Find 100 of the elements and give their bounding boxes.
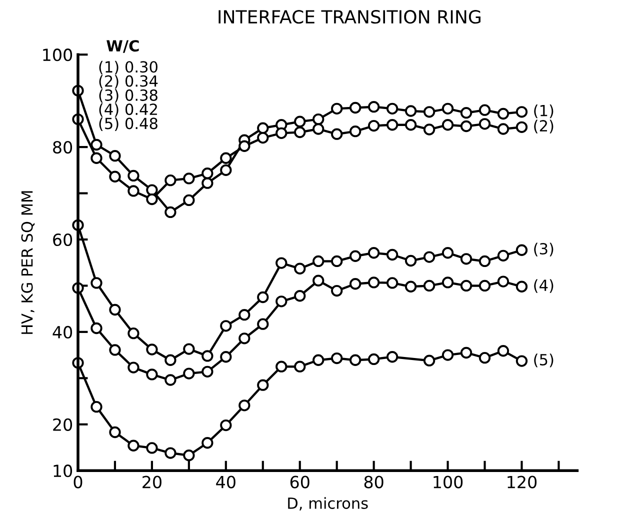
- point: [460, 107, 472, 119]
- annotation: (3) 0.38: [99, 89, 158, 103]
- point: [220, 152, 232, 164]
- point: [423, 124, 436, 136]
- series-label: (1): [534, 104, 554, 118]
- point: [257, 379, 269, 391]
- point: [368, 247, 380, 259]
- point: [294, 290, 306, 302]
- point: [460, 253, 472, 265]
- point: [478, 352, 491, 364]
- point: [164, 374, 176, 386]
- point: [442, 349, 454, 361]
- point: [109, 426, 121, 438]
- point: [386, 248, 398, 261]
- point: [164, 447, 176, 459]
- point: [478, 255, 491, 268]
- point: [183, 194, 195, 206]
- point: [128, 170, 140, 182]
- point: [460, 280, 472, 292]
- point: [460, 120, 472, 132]
- point: [331, 352, 343, 364]
- point: [90, 152, 102, 164]
- point: [312, 255, 324, 268]
- point: [442, 119, 454, 131]
- point: [238, 308, 250, 321]
- point: [202, 366, 214, 378]
- point: [349, 102, 362, 114]
- point: [183, 343, 195, 355]
- point: [442, 247, 454, 259]
- point: [202, 437, 214, 449]
- point: [331, 128, 343, 140]
- point: [202, 177, 214, 189]
- point: [257, 132, 269, 144]
- x-axis-title: D, microns: [288, 497, 368, 511]
- point: [146, 442, 158, 454]
- y-tick-label: 20: [53, 418, 72, 431]
- point: [368, 100, 380, 113]
- point: [202, 168, 214, 180]
- point: [202, 350, 214, 362]
- point: [516, 106, 528, 118]
- point: [423, 354, 436, 366]
- point: [90, 322, 102, 334]
- point: [349, 125, 362, 138]
- point: [164, 206, 176, 218]
- point: [90, 277, 102, 289]
- point: [312, 274, 324, 286]
- annotation: (2) 0.34: [99, 75, 158, 89]
- point: [128, 327, 140, 340]
- point: [220, 351, 232, 363]
- x-tick-label: 100: [434, 476, 463, 488]
- point: [276, 257, 288, 269]
- point: [349, 278, 362, 290]
- x-tick-label: 40: [216, 476, 236, 488]
- point: [220, 320, 232, 332]
- point: [294, 116, 306, 128]
- point: [276, 360, 288, 372]
- point: [404, 280, 417, 292]
- x-tick-label: 120: [508, 476, 537, 488]
- point: [164, 174, 176, 186]
- point: [516, 244, 528, 256]
- point: [220, 419, 232, 432]
- point: [90, 138, 102, 151]
- point: [331, 102, 343, 115]
- point: [109, 344, 121, 356]
- point: [386, 351, 398, 363]
- point: [423, 280, 436, 292]
- point: [349, 250, 362, 262]
- point: [294, 360, 306, 372]
- point: [257, 318, 269, 330]
- series-label: (4): [534, 279, 554, 293]
- point: [404, 119, 417, 131]
- point: [128, 362, 140, 374]
- point: [497, 108, 510, 120]
- point: [90, 400, 102, 413]
- point: [128, 440, 140, 452]
- annotation: (5) 0.48: [99, 117, 158, 132]
- point: [238, 400, 250, 412]
- series-label: (2): [534, 120, 554, 134]
- point: [257, 291, 269, 304]
- point: [368, 353, 380, 366]
- point: [257, 122, 269, 134]
- point: [442, 102, 454, 115]
- point: [183, 450, 195, 462]
- point: [146, 368, 158, 380]
- point: [109, 150, 121, 162]
- point: [386, 102, 398, 115]
- annotation: (4) 0.42: [99, 103, 157, 117]
- point: [404, 254, 417, 267]
- point: [312, 113, 324, 126]
- point: [404, 105, 417, 117]
- point: [312, 123, 324, 135]
- point: [516, 121, 528, 134]
- y-tick-label: 100: [43, 48, 72, 62]
- point: [164, 354, 176, 366]
- point: [146, 344, 158, 356]
- x-tick-label: 20: [142, 476, 162, 488]
- series-label: (5): [534, 354, 554, 368]
- point: [146, 184, 158, 196]
- point: [423, 251, 436, 263]
- point: [109, 304, 121, 316]
